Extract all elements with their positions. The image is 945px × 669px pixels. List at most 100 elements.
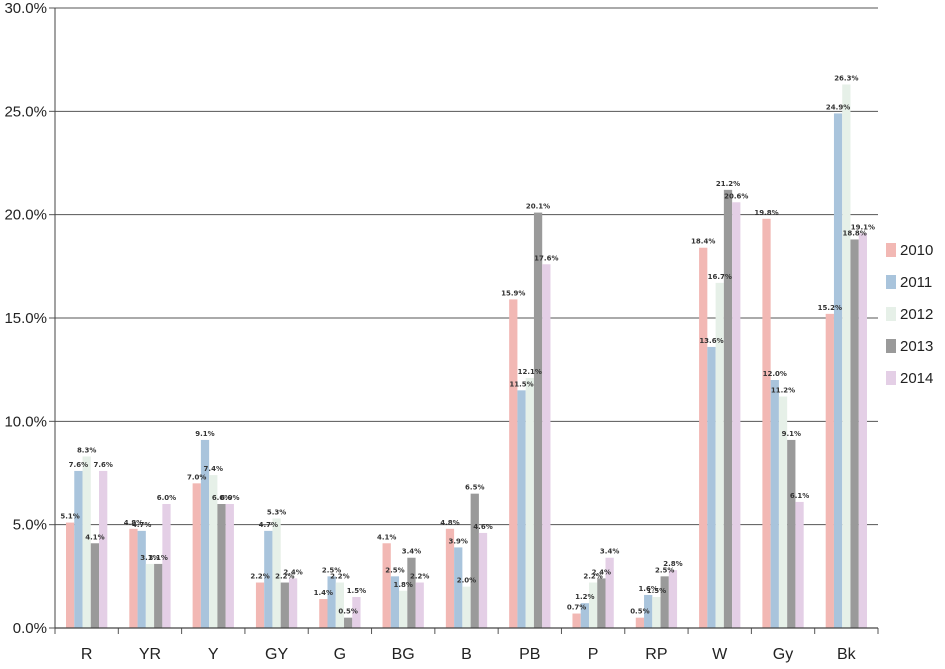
data-label: 7.6% [69, 461, 88, 469]
bar [825, 313, 834, 628]
y-tick-label: 10.0% [4, 413, 47, 430]
y-tick-label: 25.0% [4, 103, 47, 120]
legend-swatch [886, 371, 896, 385]
x-tick-label: GY [265, 646, 288, 663]
data-label: 21.2% [716, 180, 740, 188]
bar [407, 557, 416, 628]
data-label: 4.8% [440, 519, 459, 527]
x-tick-label: Bk [837, 646, 857, 663]
bar [129, 528, 138, 628]
data-label: 2.0% [457, 577, 476, 585]
x-tick-label: B [461, 646, 472, 663]
bar [635, 617, 645, 628]
data-label: 3.9% [449, 537, 468, 545]
bar [192, 483, 201, 628]
bar [787, 439, 796, 628]
bar [462, 586, 471, 628]
data-label: 4.8% [124, 519, 143, 527]
bar [74, 470, 83, 628]
bar [217, 504, 226, 628]
data-label: 0.5% [338, 608, 357, 616]
data-label: 4.1% [85, 533, 104, 541]
data-label: 19.1% [851, 223, 875, 231]
x-tick-label: R [81, 646, 93, 663]
data-label: 12.1% [518, 368, 542, 376]
bar [652, 597, 661, 628]
bar [319, 599, 328, 628]
x-tick-label: Gy [773, 646, 793, 663]
data-label: 5.1% [60, 513, 79, 521]
bar [82, 456, 91, 628]
data-label: 2.4% [592, 568, 611, 576]
data-label: 9.1% [195, 430, 214, 438]
x-tick-label: Y [208, 646, 219, 663]
data-label: 6.0% [157, 494, 176, 502]
x-tick-label: G [334, 646, 346, 663]
bar [858, 233, 867, 628]
bar [145, 563, 155, 628]
data-label: 0.7% [567, 604, 586, 612]
data-label: 6.5% [465, 484, 484, 492]
bar [699, 247, 708, 628]
y-tick-label: 5.0% [13, 517, 47, 534]
x-tick-label: P [588, 646, 599, 663]
data-label: 2.4% [283, 568, 302, 576]
bar [525, 377, 534, 628]
data-label: 13.6% [699, 337, 723, 345]
bar [478, 532, 488, 628]
bar [597, 578, 606, 628]
bar [842, 84, 851, 628]
data-label: 0.5% [630, 608, 649, 616]
bar [264, 530, 273, 628]
bar [154, 563, 163, 628]
bar [99, 470, 108, 628]
data-label: 16.7% [708, 273, 732, 281]
y-tick-label: 20.0% [4, 207, 47, 224]
bar [542, 264, 551, 628]
bar [572, 613, 581, 628]
x-tick-label: BG [392, 646, 415, 663]
data-label: 3.1% [140, 554, 159, 562]
bar [445, 528, 455, 628]
legend-swatch [886, 243, 896, 257]
data-label: 7.4% [204, 465, 223, 473]
legend-label: 2010 [900, 242, 933, 259]
bar [137, 530, 146, 628]
data-label: 15.9% [501, 289, 525, 297]
data-label: 5.3% [267, 508, 286, 516]
bar [200, 439, 210, 628]
data-label: 19.8% [754, 209, 778, 217]
bar [352, 597, 361, 628]
data-label: 3.1% [149, 554, 168, 562]
bar [715, 282, 724, 628]
data-label: 18.8% [842, 229, 866, 237]
axes: 0.0% 5.0% 10.0% 15.0% 20.0% 25.0% 30.0% R YR Y GY G… [4, 0, 879, 663]
bar [255, 582, 265, 628]
data-label: 11.2% [771, 387, 795, 395]
bar [588, 582, 598, 628]
data-label: 4.7% [132, 521, 151, 529]
y-tick-label: 15.0% [4, 310, 47, 327]
legend-label: 2011 [900, 274, 932, 291]
bars [66, 84, 867, 629]
data-label: 8.3% [77, 446, 96, 454]
bar [778, 396, 788, 628]
bar [66, 522, 75, 628]
bar [344, 617, 353, 628]
data-label: 2.8% [663, 560, 682, 568]
x-tick-label: W [712, 646, 728, 663]
data-label: 20.1% [526, 203, 550, 211]
bar [280, 582, 289, 628]
legend-label: 2012 [900, 306, 933, 323]
data-label: 6.1% [790, 492, 809, 500]
bar [517, 390, 526, 628]
data-label: 7.6% [93, 461, 112, 469]
bar [288, 578, 298, 628]
data-label: 4.1% [377, 533, 396, 541]
y-tick-label: 0.0% [13, 620, 47, 637]
legend-label: 2014 [900, 370, 933, 387]
data-label: 17.6% [534, 254, 558, 262]
legend: 2010 2011 2012 2013 2014 [886, 242, 933, 387]
data-label: 4.7% [259, 521, 278, 529]
